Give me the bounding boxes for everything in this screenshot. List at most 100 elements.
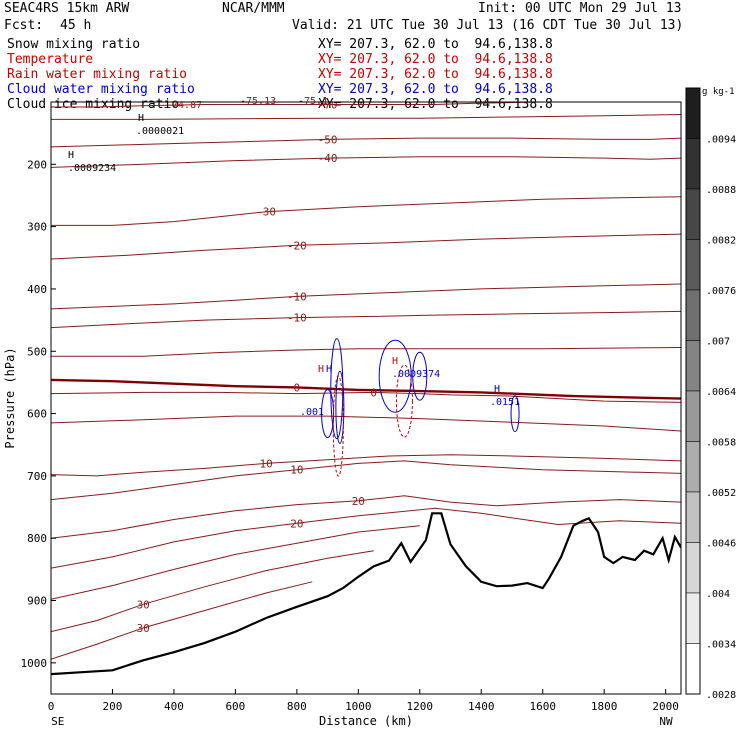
contour-label: -20 bbox=[287, 239, 307, 252]
field-name-cloud-ice: Cloud ice mixing ratio bbox=[7, 97, 180, 112]
y-axis-title: Pressure (hPa) bbox=[3, 347, 17, 448]
temperature-contour bbox=[51, 347, 681, 357]
terrain-line bbox=[51, 512, 681, 676]
colorbar-tick-label: .007 bbox=[706, 337, 730, 348]
temperature-contour bbox=[51, 454, 681, 477]
temperature-contour bbox=[51, 391, 681, 403]
top-contour-label: -75.1 bbox=[298, 96, 328, 107]
temperature-contour bbox=[51, 495, 681, 539]
colorbar-tick-label: .0064 bbox=[706, 387, 736, 398]
colorbar-tick-label: .0034 bbox=[706, 640, 736, 651]
high-marker: H bbox=[318, 364, 324, 375]
contour-label: 0 bbox=[370, 386, 377, 399]
contour-label: -10 bbox=[287, 312, 307, 325]
cloud-water-label: .001 bbox=[300, 407, 324, 418]
x-tick-label: 400 bbox=[164, 700, 184, 713]
field-name-snow: Snow mixing ratio bbox=[7, 37, 141, 52]
colorbar-swatch bbox=[685, 289, 701, 341]
x-tick-label: 1400 bbox=[468, 700, 495, 713]
cloud-water-contour bbox=[412, 351, 428, 401]
y-tick-label: 900 bbox=[27, 595, 47, 608]
colorbar-tick-label: .0046 bbox=[706, 539, 736, 550]
temperature-contour bbox=[51, 137, 681, 148]
x-tick-label: 0 bbox=[48, 700, 55, 713]
colorbar-swatch bbox=[685, 390, 701, 442]
x-tick-label: 200 bbox=[103, 700, 123, 713]
y-tick-label: 200 bbox=[27, 158, 47, 171]
contour-label: 10 bbox=[259, 457, 272, 470]
field-name-rain: Rain water mixing ratio bbox=[7, 67, 188, 82]
init-time: Init: 00 UTC Mon 29 Jul 13 bbox=[478, 1, 682, 16]
ice-label: .0000021 bbox=[136, 126, 184, 137]
high-marker: H bbox=[326, 364, 332, 375]
colorbar-swatch bbox=[685, 138, 701, 190]
colorbar-tick-label: .0094 bbox=[706, 135, 736, 146]
high-marker: H bbox=[392, 356, 398, 367]
x-axis-title: Distance (km) bbox=[319, 714, 413, 728]
y-tick-label: 700 bbox=[27, 470, 47, 483]
contour-label: -40 bbox=[318, 152, 338, 165]
colorbar-tick-label: .0082 bbox=[706, 236, 736, 247]
contour-label: 30 bbox=[137, 598, 150, 611]
temperature-contour bbox=[51, 525, 420, 600]
field-xy-rain: XY= 207.3, 62.0 to 94.6,138.8 bbox=[318, 67, 553, 82]
high-marker: H bbox=[68, 150, 74, 161]
contour-label: -10 bbox=[287, 290, 307, 303]
x-tick-label: 1000 bbox=[345, 700, 372, 713]
temperature-contour bbox=[51, 283, 681, 310]
temperature-contour bbox=[51, 550, 374, 633]
x-tick-label: 800 bbox=[287, 700, 307, 713]
field-xy-temperature: XY= 207.3, 62.0 to 94.6,138.8 bbox=[318, 52, 553, 67]
temperature-contour bbox=[51, 156, 681, 168]
rain-water-contour bbox=[395, 364, 413, 438]
contour-label: -30 bbox=[256, 206, 276, 219]
x-tick-label: 1800 bbox=[591, 700, 618, 713]
rain-label: .0009374 bbox=[392, 369, 440, 380]
contour-label: 30 bbox=[137, 622, 150, 635]
colorbar-tick-label: .0058 bbox=[706, 438, 736, 449]
colorbar-swatch bbox=[685, 87, 701, 139]
rain-water-contour bbox=[332, 375, 344, 477]
cloud-water-contour bbox=[321, 389, 335, 439]
temperature-contour bbox=[51, 310, 681, 329]
colorbar-tick-label: .0088 bbox=[706, 185, 736, 196]
colorbar-swatch bbox=[685, 491, 701, 543]
colorbar-tick-label: .004 bbox=[706, 589, 730, 600]
colorbar-tick-label: .0028 bbox=[706, 690, 736, 701]
x-right-end-label: NW bbox=[659, 715, 673, 728]
temperature-contour bbox=[51, 460, 681, 501]
temperature-contour bbox=[51, 196, 681, 226]
high-marker: H bbox=[138, 113, 144, 124]
cloud-water-contour bbox=[378, 339, 412, 413]
x-tick-label: 2000 bbox=[652, 700, 679, 713]
colorbar-swatch bbox=[685, 441, 701, 493]
colorbar-tick-label: .0052 bbox=[706, 488, 736, 499]
colorbar-unit: g kg-1 bbox=[702, 87, 735, 97]
y-tick-label: 600 bbox=[27, 408, 47, 421]
plot-frame bbox=[50, 101, 682, 695]
top-contour-label: -75.13 bbox=[240, 96, 276, 107]
field-xy-snow: XY= 207.3, 62.0 to 94.6,138.8 bbox=[318, 37, 553, 52]
y-tick-label: 1000 bbox=[21, 657, 48, 670]
field-xy-cloud-water: XY= 207.3, 62.0 to 94.6,138.8 bbox=[318, 82, 553, 97]
contour-label: 10 bbox=[290, 464, 303, 477]
top-contour-label: -74.87 bbox=[166, 100, 202, 111]
ice-label: .0009234 bbox=[68, 163, 116, 174]
temperature-contour bbox=[51, 114, 681, 120]
forecast-hours: 45 h bbox=[60, 18, 92, 33]
colorbar-tick-label: .0076 bbox=[706, 286, 736, 297]
field-xy-cloud-ice: XY= 207.3, 62.0 to 94.6,138.8 bbox=[318, 97, 553, 112]
contour-label: -70 bbox=[318, 98, 338, 111]
cloud-water-contour bbox=[335, 370, 345, 444]
cloud-water-contour bbox=[330, 338, 344, 440]
y-tick-label: 500 bbox=[27, 345, 47, 358]
contour-label: 20 bbox=[352, 495, 365, 508]
contour-label: -50 bbox=[318, 133, 338, 146]
temperature-contour bbox=[51, 378, 681, 400]
y-tick-label: 800 bbox=[27, 532, 47, 545]
colorbar-swatch bbox=[685, 542, 701, 594]
colorbar-swatch bbox=[685, 592, 701, 644]
temperature-contour bbox=[51, 581, 313, 660]
cloud-water-contour bbox=[510, 395, 520, 433]
